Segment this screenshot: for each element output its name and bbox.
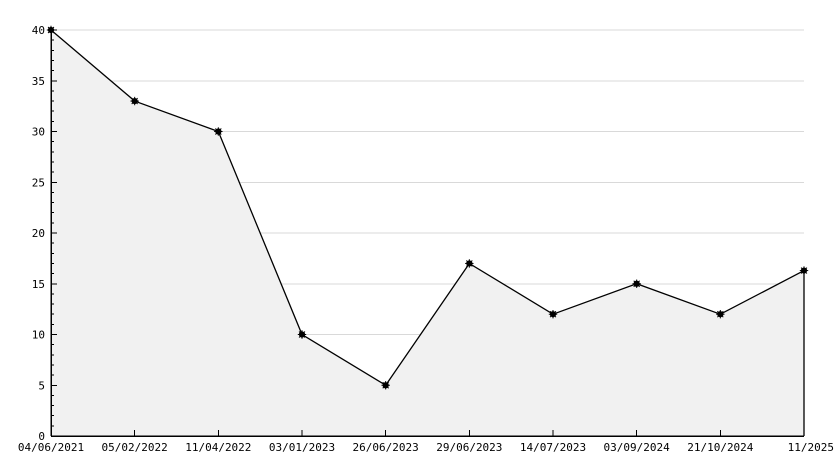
x-tick-label: 21/10/2024: [687, 441, 754, 454]
tick-labels-group: 0 5 10 15 20 25 30 35 40 04/06/2021 05/02/2022 11/0…: [18, 24, 834, 454]
x-tick-label: 14/07/2023: [520, 441, 586, 454]
x-tick-label: 29/06/2023: [436, 441, 502, 454]
data-point-marker: [214, 127, 223, 136]
data-point-marker: [799, 266, 809, 275]
axes-group: [50, 29, 805, 437]
marker-dot: [382, 382, 389, 389]
x-tick-label: 11/2025: [788, 441, 834, 454]
data-point-marker: [46, 25, 56, 35]
data-markers-group: [46, 25, 809, 390]
data-point-marker: [130, 96, 139, 106]
marker-dot: [466, 260, 473, 267]
marker-dot: [549, 311, 557, 318]
y-tick-label: 5: [38, 379, 45, 392]
x-tick-label: 05/02/2022: [102, 441, 168, 454]
x-tick-label: 11/04/2022: [185, 441, 251, 454]
marker-dot: [717, 311, 724, 318]
marker-dot: [633, 280, 640, 287]
y-tick-label: 20: [32, 227, 45, 240]
y-tick-label: 25: [32, 176, 45, 189]
y-tick-label: 15: [32, 278, 45, 291]
area-fill: [51, 30, 804, 436]
data-point-marker: [548, 310, 558, 319]
x-tick-label: 03/01/2023: [269, 441, 335, 454]
data-point-marker: [297, 330, 307, 339]
marker-dot: [47, 26, 55, 34]
data-point-marker: [381, 381, 390, 390]
marker-dot: [800, 267, 808, 274]
y-tick-label: 30: [32, 126, 45, 139]
y-tick-label: 35: [32, 75, 45, 88]
marker-dot: [215, 128, 222, 135]
x-tick-label: 04/06/2021: [18, 441, 84, 454]
y-tick-label: 0: [38, 430, 45, 443]
y-tick-label: 40: [32, 24, 45, 37]
data-point-marker: [465, 259, 474, 268]
x-tick-label: 03/09/2024: [604, 441, 671, 454]
x-tick-label: 26/06/2023: [353, 441, 419, 454]
data-point-marker: [716, 310, 725, 319]
y-tick-label: 10: [32, 329, 45, 342]
data-point-marker: [632, 279, 641, 288]
marker-dot: [131, 97, 138, 105]
marker-dot: [298, 331, 306, 338]
